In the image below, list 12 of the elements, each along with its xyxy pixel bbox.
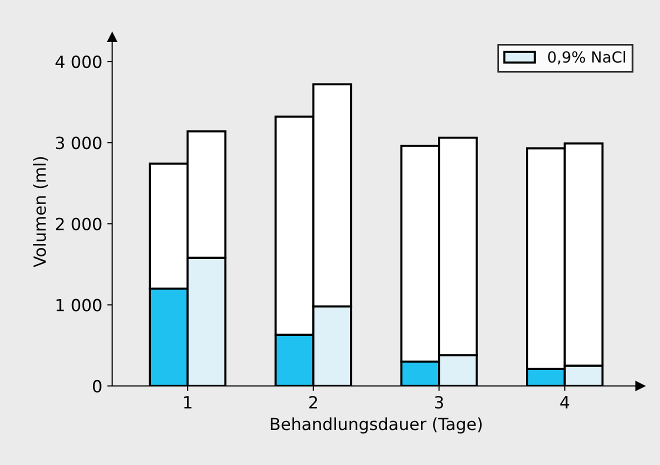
y-tick-label: 2 000	[56, 218, 102, 230]
x-tick-label: 4	[560, 396, 570, 408]
y-tick-label: 4 000	[56, 55, 102, 68]
legend-label: 0,9% NaCl	[548, 50, 626, 64]
x-axis-title: Behandlungsdauer (Tage)	[270, 417, 482, 434]
x-tick-label: 3	[435, 396, 444, 409]
x-tick-label: 1	[184, 396, 192, 408]
y-axis-title: Volumen (ml)	[33, 157, 48, 268]
y-tick-label: 1 000	[56, 298, 102, 312]
x-tick-label: 2	[309, 396, 317, 408]
y-tick-label: 0	[92, 380, 102, 393]
y-tick-label: 3 000	[56, 136, 102, 150]
